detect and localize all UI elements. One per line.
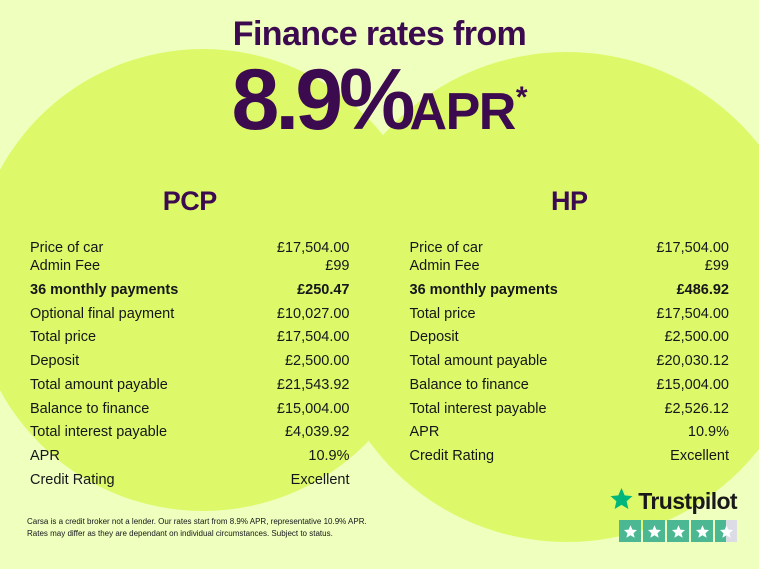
trustpilot-star-icon [609,487,634,516]
finance-row-label: Optional final payment [30,305,175,322]
trustpilot-header: Trustpilot [609,487,738,516]
finance-row-label: APR [409,424,440,441]
disclaimer-line-2: Rates may differ as they are dependant o… [27,529,333,539]
finance-row: Admin Fee £99 [409,257,730,274]
finance-row-value: 10.9% [687,424,729,441]
finance-row-value: £2,500.00 [664,329,729,346]
finance-row-label: APR [30,447,60,464]
finance-row: Total amount payable £20,030.12 [409,353,730,370]
column-title-pcp: PCP [162,186,218,216]
finance-row-value: £17,504.00 [276,329,350,346]
finance-row-label: Credit Rating [409,447,495,464]
finance-row-value: £15,004.00 [656,376,729,393]
headline-subtitle: Finance rates from [232,15,527,53]
disclaimer-line-1: Carsa is a credit broker not a lender. O… [27,517,367,526]
headline-apr-label: APR [409,83,517,142]
trustpilot-wordmark: Trustpilot [638,488,737,514]
finance-rows-pcp: Price of car £17,504.00 Admin Fee £99 36 mon… [16,240,364,488]
finance-row-value: £2,526.12 [664,400,729,417]
trustpilot-full-star-icon [619,520,641,542]
finance-row: APR 10.9% [410,425,730,440]
finance-row-value: Excellent [670,447,729,464]
finance-row-value: £17,504.00 [276,240,350,256]
finance-comparison-tables: PCP Price of car £17,504.00 Admin Fee £99 36… [0,186,759,488]
finance-column-pcp: PCP Price of car £17,504.00 Admin Fee £99 36… [0,186,380,488]
finance-row-label: Total price [30,329,97,346]
finance-row-value: £17,504.00 [656,305,729,322]
finance-row-value: £4,039.92 [284,424,350,441]
finance-row-value: Excellent [290,471,350,488]
finance-row-label: Total amount payable [30,376,168,393]
finance-column-hp: HP Price of car £17,504.00 Admin Fee £99 36 … [380,186,759,488]
finance-row-label: Price of car [409,240,483,256]
finance-row: Credit Rating Excellent [409,447,730,464]
finance-row: Total interest payable £2,526.12 [409,400,730,417]
trustpilot-full-star-icon [691,520,713,542]
finance-row-label: Total price [409,305,476,322]
finance-row-value: £20,030.12 [656,353,729,370]
headline-block: Finance rates from 8.9% APR * [0,15,759,143]
finance-row: Balance to finance £15,004.00 [30,400,350,417]
finance-row: Total interest payable £4,039.92 [30,425,350,440]
finance-row-label: Price of car [30,240,104,256]
finance-row: Total amount payable £21,543.92 [30,376,350,393]
headline-rate-value: 8.9% [231,52,415,149]
finance-row-value: £250.47 [297,281,350,298]
column-title-hp: HP [550,186,588,216]
finance-row-label: 36 monthly payments [30,281,179,298]
finance-row-value: £17,504.00 [656,240,729,256]
finance-row: Price of car £17,504.00 [30,240,350,256]
finance-row-label: Deposit [409,329,459,346]
finance-row: Deposit £2,500.00 [30,353,350,370]
trustpilot-full-star-icon [643,520,665,542]
disclaimer-text: Carsa is a credit broker not a lender. O… [27,516,447,541]
finance-row: Total price £17,504.00 [409,305,730,322]
trustpilot-full-star-icon [667,520,689,542]
trustpilot-half-star-icon [715,520,737,542]
finance-row: Credit Rating Excellent [30,471,350,488]
finance-row-value: £486.92 [676,281,729,298]
finance-row: Price of car £17,504.00 [409,240,730,256]
finance-row: Admin Fee £99 [30,257,350,274]
finance-row-label: Deposit [30,353,80,370]
finance-row-value: £99 [704,257,729,274]
finance-row-label: Credit Rating [30,471,115,488]
finance-row: Total price £17,504.00 [30,330,350,345]
finance-row-label: Balance to finance [409,376,529,393]
finance-row: Deposit £2,500.00 [410,330,730,345]
finance-row-label: Total amount payable [409,353,548,370]
finance-row-label: Total interest payable [30,424,168,441]
finance-row-value: 10.9% [308,447,350,464]
finance-row-label: Total interest payable [409,400,547,417]
finance-row-label: 36 monthly payments [409,281,558,298]
finance-row-value: £10,027.00 [276,305,350,322]
finance-row-label: Admin Fee [409,257,480,274]
finance-row: APR 10.9% [30,447,350,464]
finance-row: Balance to finance £15,004.00 [409,376,730,393]
trustpilot-star-rating [609,520,737,542]
finance-row-value: £2,500.00 [284,353,350,370]
finance-row-label: Balance to finance [30,400,150,417]
finance-row: Optional final payment £10,027.00 [30,305,350,322]
finance-row: 36 monthly payments £486.92 [409,281,730,298]
finance-row-value: £15,004.00 [276,400,350,417]
finance-row-label: Admin Fee [30,257,101,274]
trustpilot-badge[interactable]: Trustpilot [609,487,738,542]
finance-row-value: £99 [325,257,350,274]
finance-row: 36 monthly payments £250.47 [30,281,350,298]
finance-rows-hp: Price of car £17,504.00 Admin Fee £99 36 mon… [396,240,744,464]
finance-row-value: £21,543.92 [276,376,350,393]
headline-asterisk: * [515,81,528,115]
headline-rate-row: 8.9% APR * [0,57,759,143]
